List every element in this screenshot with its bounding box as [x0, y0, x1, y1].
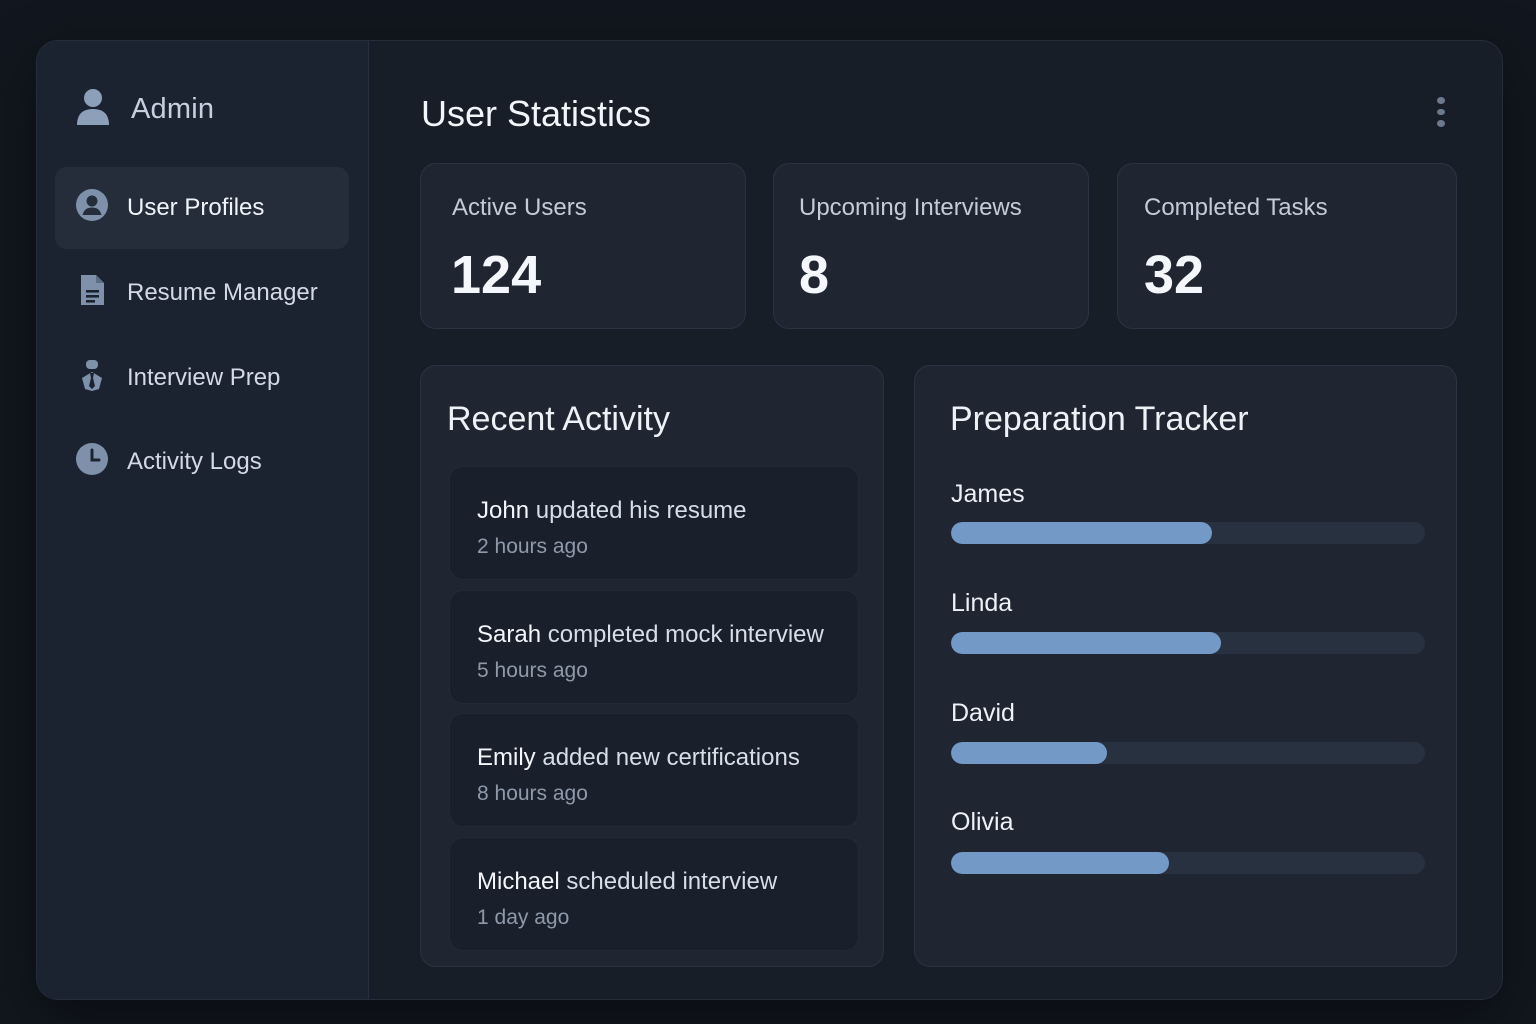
progress-fill [951, 852, 1170, 874]
stat-card-active-users: Active Users 124 [420, 163, 746, 329]
sidebar-item-user-profiles[interactable]: User Profiles [55, 167, 349, 249]
list-item[interactable]: Sarah completed mock interview 5 hours a… [449, 590, 859, 704]
sidebar-item-resume-manager[interactable]: Resume Manager [55, 252, 349, 334]
progress-fill [951, 522, 1212, 544]
sidebar-item-interview-prep[interactable]: Interview Prep [55, 337, 349, 419]
stat-value: 32 [1144, 245, 1205, 305]
stat-label: Completed Tasks [1144, 194, 1328, 221]
user-circle-icon [75, 188, 109, 229]
sidebar-item-activity-logs[interactable]: Activity Logs [55, 421, 349, 503]
progress-fill [951, 742, 1108, 764]
stat-label: Active Users [452, 194, 587, 221]
preparation-tracker-panel: Preparation Tracker James Linda David Ol… [914, 365, 1457, 967]
progress-bar [951, 852, 1425, 874]
tracker-name: James [951, 480, 1025, 508]
list-item[interactable]: Emily added new certifications 8 hours a… [449, 713, 859, 827]
brand: Admin [75, 87, 214, 131]
sidebar: Admin User Profiles Resume Manager Inter… [37, 41, 369, 999]
activity-time: 8 hours ago [477, 782, 588, 805]
user-icon [75, 87, 111, 132]
list-item[interactable]: Michael scheduled interview 1 day ago [449, 837, 859, 951]
person-tie-icon [75, 358, 109, 399]
progress-fill [951, 632, 1222, 654]
stat-label: Upcoming Interviews [799, 194, 1022, 221]
progress-bar [951, 522, 1425, 544]
document-icon [75, 273, 109, 314]
activity-action: updated his resume [535, 497, 747, 524]
main-content: User Statistics Active Users 124 Upcomin… [370, 41, 1502, 999]
activity-user: Emily [477, 744, 536, 771]
list-item[interactable]: John updated his resume 2 hours ago [449, 466, 859, 580]
tracker-name: Linda [951, 589, 1013, 617]
stat-value: 124 [451, 245, 542, 305]
stat-value: 8 [799, 245, 830, 305]
activity-user: Sarah [477, 621, 542, 648]
activity-time: 1 day ago [477, 906, 570, 929]
activity-time: 2 hours ago [477, 535, 588, 558]
page-title: User Statistics [421, 93, 652, 134]
brand-label: Admin [131, 92, 215, 125]
activity-action: added new certifications [542, 744, 800, 771]
section-title: Recent Activity [447, 400, 670, 438]
section-title: Preparation Tracker [950, 400, 1249, 438]
kebab-menu-icon[interactable] [1426, 97, 1456, 128]
sidebar-item-label: Resume Manager [127, 279, 318, 306]
progress-bar [951, 632, 1425, 654]
clock-icon [75, 442, 109, 483]
activity-action: scheduled interview [566, 868, 778, 895]
sidebar-item-label: Interview Prep [127, 364, 281, 391]
stat-card-completed-tasks: Completed Tasks 32 [1117, 163, 1457, 329]
stat-card-upcoming-interviews: Upcoming Interviews 8 [773, 163, 1089, 329]
sidebar-item-label: User Profiles [127, 194, 265, 221]
sidebar-item-label: Activity Logs [127, 448, 262, 475]
progress-bar [951, 742, 1425, 764]
app-window: Admin User Profiles Resume Manager Inter… [36, 40, 1503, 1000]
recent-activity-panel: Recent Activity John updated his resume … [420, 365, 884, 967]
tracker-name: Olivia [951, 808, 1014, 836]
activity-user: Michael [477, 868, 560, 895]
activity-action: completed mock interview [547, 621, 824, 648]
activity-user: John [477, 497, 530, 524]
tracker-name: David [951, 699, 1015, 727]
activity-time: 5 hours ago [477, 659, 588, 682]
